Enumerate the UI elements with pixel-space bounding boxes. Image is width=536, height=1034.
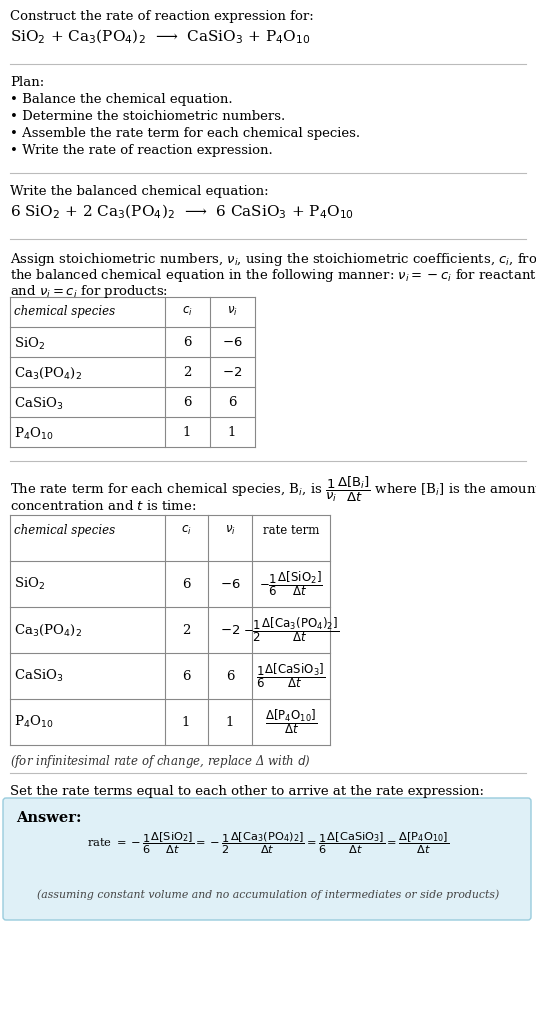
Text: Ca$_3$(PO$_4$)$_2$: Ca$_3$(PO$_4$)$_2$ (14, 366, 82, 382)
Text: P$_4$O$_{10}$: P$_4$O$_{10}$ (14, 426, 54, 443)
Text: 1: 1 (182, 716, 190, 729)
Text: 6: 6 (183, 396, 191, 409)
Text: $\nu_i$: $\nu_i$ (227, 305, 237, 318)
Text: $-6$: $-6$ (222, 336, 242, 349)
Text: rate $= -\dfrac{1}{6}\dfrac{\Delta[\mathrm{SiO_2}]}{\Delta t} = -\dfrac{1}{2}\df: rate $= -\dfrac{1}{6}\dfrac{\Delta[\math… (87, 830, 449, 856)
Text: Construct the rate of reaction expression for:: Construct the rate of reaction expressio… (10, 10, 314, 23)
Text: SiO$_2$: SiO$_2$ (14, 336, 45, 353)
Text: SiO$_2$: SiO$_2$ (14, 576, 45, 592)
Text: 1: 1 (228, 426, 236, 439)
Text: • Assemble the rate term for each chemical species.: • Assemble the rate term for each chemic… (10, 127, 360, 140)
Text: Write the balanced chemical equation:: Write the balanced chemical equation: (10, 185, 269, 197)
Text: $\dfrac{\Delta[\mathrm{P_4O_{10}}]}{\Delta t}$: $\dfrac{\Delta[\mathrm{P_4O_{10}}]}{\Del… (265, 707, 317, 736)
Text: 1: 1 (226, 716, 234, 729)
Text: $c_i$: $c_i$ (181, 524, 191, 537)
Text: • Determine the stoichiometric numbers.: • Determine the stoichiometric numbers. (10, 110, 285, 123)
Text: $c_i$: $c_i$ (182, 305, 192, 318)
Text: $\nu_i$: $\nu_i$ (225, 524, 235, 537)
Text: 6: 6 (182, 578, 190, 590)
Text: The rate term for each chemical species, B$_i$, is $\dfrac{1}{\nu_i}\dfrac{\Delt: The rate term for each chemical species,… (10, 475, 536, 505)
Text: 2: 2 (182, 624, 190, 637)
Text: 1: 1 (183, 426, 191, 439)
Text: CaSiO$_3$: CaSiO$_3$ (14, 396, 63, 413)
Text: $\dfrac{1}{6}\dfrac{\Delta[\mathrm{CaSiO_3}]}{\Delta t}$: $\dfrac{1}{6}\dfrac{\Delta[\mathrm{CaSiO… (256, 662, 325, 691)
Text: $-2$: $-2$ (222, 366, 242, 379)
Text: rate term: rate term (263, 524, 319, 537)
FancyBboxPatch shape (3, 798, 531, 920)
Text: chemical species: chemical species (14, 524, 115, 537)
Text: $-\dfrac{1}{2}\dfrac{\Delta[\mathrm{Ca_3(PO_4)_2}]}{\Delta t}$: $-\dfrac{1}{2}\dfrac{\Delta[\mathrm{Ca_3… (243, 615, 339, 644)
Text: and $\nu_i = c_i$ for products:: and $\nu_i = c_i$ for products: (10, 283, 168, 300)
Text: Plan:: Plan: (10, 77, 44, 89)
Text: Set the rate terms equal to each other to arrive at the rate expression:: Set the rate terms equal to each other t… (10, 785, 484, 798)
Text: • Balance the chemical equation.: • Balance the chemical equation. (10, 93, 233, 107)
Text: Ca$_3$(PO$_4$)$_2$: Ca$_3$(PO$_4$)$_2$ (14, 622, 82, 638)
Text: $-\dfrac{1}{6}\dfrac{\Delta[\mathrm{SiO_2}]}{\Delta t}$: $-\dfrac{1}{6}\dfrac{\Delta[\mathrm{SiO_… (259, 570, 323, 599)
Text: 6: 6 (183, 336, 191, 349)
Text: (assuming constant volume and no accumulation of intermediates or side products): (assuming constant volume and no accumul… (37, 889, 499, 900)
Text: $-2$: $-2$ (220, 624, 240, 637)
Text: $-6$: $-6$ (220, 578, 240, 590)
Text: Assign stoichiometric numbers, $\nu_i$, using the stoichiometric coefficients, $: Assign stoichiometric numbers, $\nu_i$, … (10, 251, 536, 268)
Text: 6: 6 (226, 669, 234, 682)
Text: P$_4$O$_{10}$: P$_4$O$_{10}$ (14, 713, 54, 730)
Text: CaSiO$_3$: CaSiO$_3$ (14, 668, 63, 685)
Text: 6: 6 (228, 396, 236, 409)
Text: Answer:: Answer: (16, 811, 81, 825)
Text: (for infinitesimal rate of change, replace Δ with $d$): (for infinitesimal rate of change, repla… (10, 753, 311, 770)
Text: 2: 2 (183, 366, 191, 379)
Text: the balanced chemical equation in the following manner: $\nu_i = -c_i$ for react: the balanced chemical equation in the fo… (10, 267, 536, 284)
Text: 6 SiO$_2$ + 2 Ca$_3$(PO$_4$)$_2$  ⟶  6 CaSiO$_3$ + P$_4$O$_{10}$: 6 SiO$_2$ + 2 Ca$_3$(PO$_4$)$_2$ ⟶ 6 CaS… (10, 203, 354, 221)
Text: • Write the rate of reaction expression.: • Write the rate of reaction expression. (10, 144, 273, 157)
Text: SiO$_2$ + Ca$_3$(PO$_4$)$_2$  ⟶  CaSiO$_3$ + P$_4$O$_{10}$: SiO$_2$ + Ca$_3$(PO$_4$)$_2$ ⟶ CaSiO$_3$… (10, 28, 310, 47)
Text: chemical species: chemical species (14, 305, 115, 318)
Text: 6: 6 (182, 669, 190, 682)
Text: concentration and $t$ is time:: concentration and $t$ is time: (10, 499, 197, 513)
